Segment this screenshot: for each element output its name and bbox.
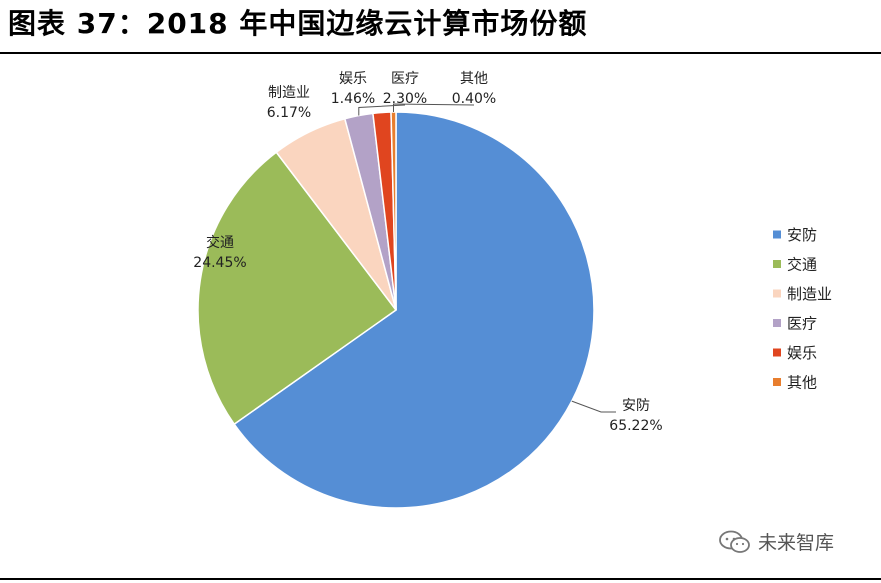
watermark: 未来智库 xyxy=(718,528,834,555)
legend-label-3: 制造业 xyxy=(787,285,832,303)
slice-value-4: 2.30% xyxy=(383,91,427,107)
page-title: 图表 37：2018 年中国边缘云计算市场份额 xyxy=(8,7,588,40)
legend-swatch-2 xyxy=(773,260,781,268)
slice-6 xyxy=(390,111,397,311)
slice-label-2: 交通 xyxy=(206,234,234,251)
slice-label-4: 医疗 xyxy=(391,71,419,87)
slice-value-5: 1.46% xyxy=(331,91,375,107)
legend-label-1: 安防 xyxy=(787,226,817,244)
legend-label-5: 娱乐 xyxy=(787,344,817,362)
watermark-text: 未来智库 xyxy=(758,532,835,554)
leader-line-1 xyxy=(571,400,616,413)
legend-label-2: 交通 xyxy=(787,256,817,274)
slice-value-6: 0.40% xyxy=(452,91,496,107)
slice-label-5: 娱乐 xyxy=(339,71,367,87)
legend-swatch-5 xyxy=(773,348,781,357)
legend-label-4: 医疗 xyxy=(787,315,817,333)
slice-value-3: 6.17% xyxy=(267,105,311,121)
slice-label-6: 其他 xyxy=(460,71,488,87)
slice-1 xyxy=(233,111,595,509)
legend-label-6: 其他 xyxy=(787,374,817,392)
slice-2 xyxy=(197,151,398,426)
slice-label-1: 安防 xyxy=(622,398,650,414)
slice-label-3: 制造业 xyxy=(268,85,310,101)
top-divider xyxy=(0,52,881,54)
legend-swatch-6 xyxy=(773,378,781,386)
slice-value-1: 65.22% xyxy=(609,418,662,434)
legend-swatch-1 xyxy=(773,230,781,239)
bottom-divider xyxy=(0,578,881,580)
legend-swatch-3 xyxy=(773,289,781,298)
wechat-icon xyxy=(719,530,750,553)
slice-value-2: 24.45% xyxy=(193,255,246,271)
leader-line-6 xyxy=(393,103,475,112)
leader-line-4 xyxy=(358,104,406,116)
legend-swatch-4 xyxy=(773,319,781,327)
